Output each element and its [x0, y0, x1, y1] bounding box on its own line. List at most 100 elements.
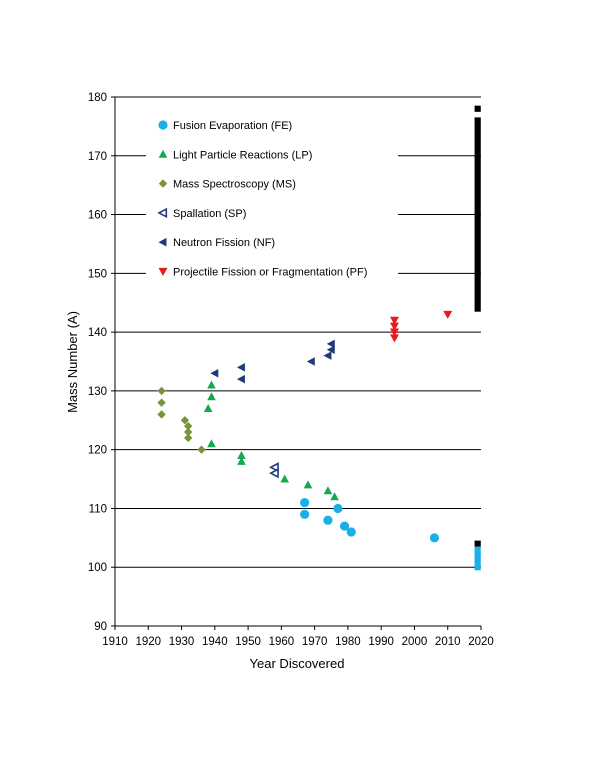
data-point [268, 468, 279, 479]
legend-item: Mass Spectroscopy (MS) [158, 179, 296, 191]
data-point [474, 264, 481, 271]
y-tick-label: 150 [88, 268, 107, 280]
data-point [443, 310, 453, 319]
legend-label: Fusion Evaporation (FE) [173, 120, 292, 132]
x-tick-label: 2020 [468, 636, 494, 648]
data-point [268, 462, 279, 473]
data-point [474, 170, 481, 177]
y-tick-label: 170 [88, 151, 107, 163]
data-point [474, 217, 481, 224]
data-point [157, 386, 166, 396]
legend-item: Projectile Fission or Fragmentation (PF) [158, 267, 367, 279]
data-point [339, 521, 350, 531]
y-tick-label: 110 [89, 503, 107, 515]
data-point [474, 270, 481, 277]
data-point [474, 258, 481, 265]
data-point [300, 497, 310, 508]
x-tick-label: 1980 [335, 636, 361, 648]
data-point [236, 374, 245, 384]
data-point [474, 293, 481, 300]
y-tick-label: 160 [88, 210, 107, 222]
data-point [300, 509, 310, 519]
data-point [303, 480, 313, 489]
x-tick-label: 2000 [402, 636, 428, 648]
data-point [474, 158, 481, 165]
data-point [203, 404, 213, 413]
data-point [197, 445, 206, 454]
data-point [474, 234, 481, 242]
data-point [474, 176, 481, 183]
data-point [184, 427, 193, 437]
data-point [474, 299, 481, 306]
data-point [474, 123, 481, 130]
legend-label: Mass Spectroscopy (MS) [173, 179, 296, 191]
legend-label: Spallation (SP) [173, 208, 246, 220]
data-point [474, 552, 481, 559]
y-tick-label: 90 [94, 621, 107, 633]
data-point [333, 503, 343, 514]
x-tick-label: 1910 [102, 636, 128, 648]
data-point [474, 146, 481, 153]
data-point [474, 546, 481, 553]
data-point [474, 105, 481, 112]
data-point [346, 527, 356, 537]
data-point [323, 515, 333, 525]
data-point [389, 316, 399, 325]
legend-label: Projectile Fission or Fragmentation (PF) [173, 267, 367, 279]
data-point [323, 351, 332, 360]
data-point [474, 305, 481, 312]
grid-lines [115, 96, 481, 568]
data-point [207, 392, 216, 401]
data-point [429, 533, 440, 543]
data-point [474, 135, 481, 142]
x-tick-label: 1960 [269, 636, 295, 648]
tick-labels: 90 100 110 120 130 140 150 160 170 180 1910 1920 193… [88, 92, 494, 648]
data-point [237, 456, 246, 465]
data-point [474, 287, 481, 295]
legend-label: Neutron Fission (NF) [173, 237, 275, 249]
data-point [184, 433, 193, 443]
data-point [474, 211, 481, 218]
legend-item: Light Particle Reactions (LP) [158, 149, 312, 161]
legend: Fusion Evaporation (FE) Light Particle Re… [157, 120, 367, 279]
data-point [474, 187, 481, 195]
y-tick-label: 180 [88, 92, 107, 104]
legend-label: Light Particle Reactions (LP) [173, 149, 312, 161]
data-point [323, 486, 333, 495]
data-point [184, 421, 193, 431]
data-point [474, 229, 481, 236]
legend-item: Neutron Fission (NF) [158, 237, 275, 249]
x-axis-title: Year Discovered [250, 656, 345, 671]
data-point [474, 193, 481, 201]
data-point [474, 182, 481, 189]
data-point [474, 540, 481, 547]
data-point [236, 363, 245, 372]
data-point [474, 140, 481, 148]
axes [111, 96, 482, 630]
x-tick-label: 1930 [169, 636, 195, 648]
legend-item: Spallation (SP) [157, 207, 246, 220]
data-point [474, 252, 481, 259]
data-point [157, 410, 166, 419]
data-points [157, 105, 481, 571]
y-axis-title: Mass Number (A) [65, 311, 80, 413]
data-point [474, 205, 481, 212]
data-point [474, 558, 481, 565]
data-point [474, 152, 481, 159]
data-point [474, 164, 481, 171]
data-point [474, 223, 481, 230]
data-point [389, 328, 399, 337]
x-tick-label: 1990 [368, 636, 394, 648]
data-point [237, 451, 246, 460]
legend-marker [158, 237, 167, 247]
data-point [474, 129, 481, 136]
data-point [389, 322, 399, 331]
x-tick-label: 1970 [302, 636, 328, 648]
legend-item: Fusion Evaporation (FE) [158, 120, 292, 132]
data-point [306, 357, 315, 366]
data-point [474, 246, 481, 253]
y-tick-label: 140 [88, 327, 107, 339]
x-tick-label: 2010 [435, 636, 461, 648]
data-point [474, 281, 481, 289]
